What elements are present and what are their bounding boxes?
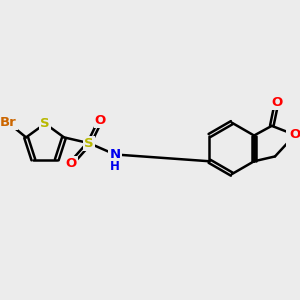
Text: N: N xyxy=(110,148,121,161)
Text: S: S xyxy=(40,117,50,130)
Text: O: O xyxy=(271,96,282,109)
Text: S: S xyxy=(84,137,94,150)
Text: O: O xyxy=(95,113,106,127)
Text: H: H xyxy=(110,160,120,173)
Text: O: O xyxy=(66,157,77,169)
Text: O: O xyxy=(289,128,300,141)
Text: Br: Br xyxy=(0,116,17,129)
